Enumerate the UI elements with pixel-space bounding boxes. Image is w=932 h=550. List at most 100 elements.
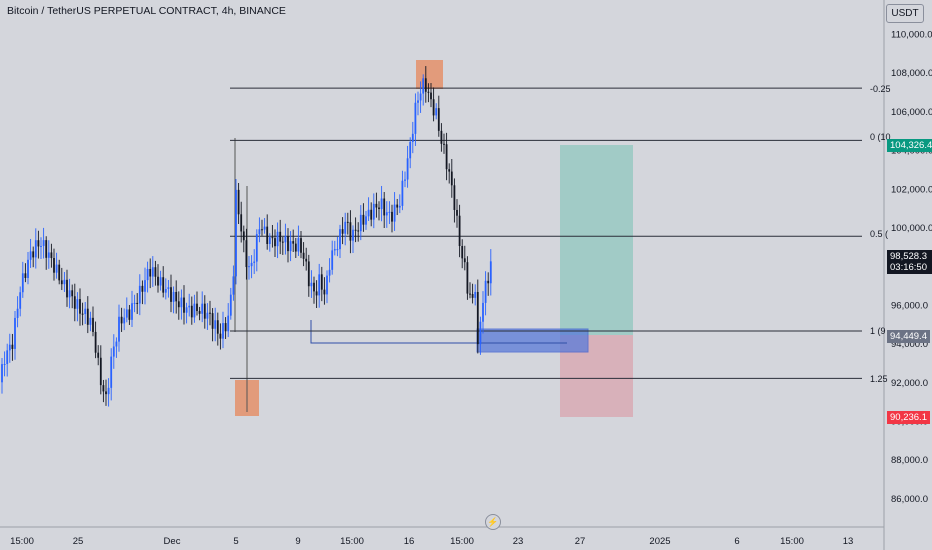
- lightning-icon[interactable]: ⚡: [485, 514, 501, 530]
- candle-body: [339, 229, 341, 250]
- candle-body: [344, 221, 347, 234]
- candle-body: [305, 258, 308, 262]
- candle-body: [320, 274, 323, 290]
- candle-body: [255, 234, 258, 262]
- candle-body: [68, 290, 71, 298]
- candle-body: [245, 240, 248, 268]
- candle-body: [307, 261, 310, 287]
- candle-body: [45, 240, 48, 258]
- candle-body: [310, 282, 313, 287]
- candle-body: [372, 203, 375, 220]
- price-tick-label: 110,000.0: [891, 30, 932, 41]
- candle-body: [8, 344, 11, 351]
- price-tick-label: 94,000.0: [891, 339, 928, 350]
- candle-body: [138, 285, 141, 304]
- swing-high-marker[interactable]: [416, 60, 443, 89]
- candle-body: [248, 266, 250, 268]
- candle-body: [258, 229, 261, 235]
- candle-body: [99, 357, 102, 386]
- candle-body: [437, 108, 440, 131]
- candle-body: [268, 237, 271, 244]
- candle-body: [141, 285, 144, 292]
- candle-body: [313, 282, 315, 292]
- candle-body: [53, 258, 55, 273]
- candle-body: [326, 275, 328, 295]
- currency-button[interactable]: USDT: [886, 4, 924, 23]
- candle-body: [417, 100, 419, 103]
- candle-body: [159, 277, 162, 286]
- candle-body: [209, 312, 211, 314]
- candle-body: [404, 179, 406, 181]
- candle-body: [94, 331, 97, 353]
- fib-label-125: 1.25: [870, 374, 888, 384]
- price-tick-label: 100,000.0: [891, 223, 932, 234]
- time-tick-label: 25: [73, 536, 84, 547]
- candle-body: [445, 144, 448, 170]
- candle-body: [34, 240, 37, 258]
- candle-body: [3, 363, 6, 365]
- candle-body: [211, 313, 214, 329]
- candle-body: [185, 307, 188, 313]
- candle-body: [482, 302, 484, 322]
- candle-body: [357, 230, 360, 232]
- fib-label-0: 0 (10: [870, 132, 891, 142]
- price-tick-label: 92,000.0: [891, 378, 928, 389]
- candle-body: [180, 297, 183, 308]
- range-low-line[interactable]: [310, 320, 567, 344]
- fib-label-1: 1 (9: [870, 326, 886, 336]
- candle-body: [1, 364, 3, 383]
- candle-body: [92, 317, 94, 332]
- last-price-value: 98,528.3: [890, 251, 927, 262]
- candle-body: [14, 317, 16, 349]
- candle-body: [443, 143, 445, 145]
- candle-body: [271, 237, 274, 239]
- candlestick-series: [1, 66, 492, 407]
- candle-body: [385, 212, 388, 216]
- candle-body: [453, 185, 456, 210]
- candle-body: [19, 292, 22, 309]
- candle-body: [406, 158, 409, 180]
- fibonacci-retracement[interactable]: [230, 87, 862, 379]
- candle-body: [336, 249, 339, 251]
- candle-body: [105, 391, 107, 395]
- candle-body: [164, 288, 167, 293]
- candle-body: [323, 289, 326, 295]
- candle-body: [284, 236, 287, 243]
- candle-body: [289, 241, 292, 252]
- candle-body: [227, 315, 230, 332]
- candle-body: [154, 267, 157, 277]
- candle-body: [183, 297, 185, 313]
- candle-body: [198, 311, 201, 314]
- candle-body: [232, 276, 235, 295]
- candle-body: [315, 291, 318, 296]
- time-tick-label: 13: [843, 536, 854, 547]
- candle-body: [331, 250, 334, 270]
- time-tick-label: 23: [513, 536, 524, 547]
- candle-body: [16, 308, 19, 318]
- time-tick-label: 6: [734, 536, 739, 547]
- candle-body: [206, 312, 209, 319]
- candle-body: [430, 92, 432, 100]
- candle-body: [346, 221, 349, 223]
- candle-body: [60, 280, 63, 285]
- candle-body: [190, 305, 193, 318]
- candle-body: [118, 316, 120, 342]
- entry-zone-box[interactable]: [476, 328, 589, 353]
- candle-body: [352, 229, 354, 241]
- candle-body: [37, 240, 40, 247]
- candle-body: [375, 203, 378, 208]
- candle-body: [214, 320, 217, 329]
- candle-body: [102, 385, 105, 392]
- candle-body: [136, 302, 139, 304]
- candle-body: [476, 291, 479, 345]
- candle-body: [463, 258, 466, 263]
- time-tick-label: 15:00: [780, 536, 804, 547]
- candle-body: [302, 252, 305, 259]
- candle-body: [287, 236, 289, 252]
- candle-body: [73, 296, 76, 309]
- long-position-target-zone[interactable]: [560, 145, 633, 335]
- candle-body: [229, 294, 232, 316]
- price-tick-label: 88,000.0: [891, 455, 928, 466]
- time-tick-label: 15:00: [450, 536, 474, 547]
